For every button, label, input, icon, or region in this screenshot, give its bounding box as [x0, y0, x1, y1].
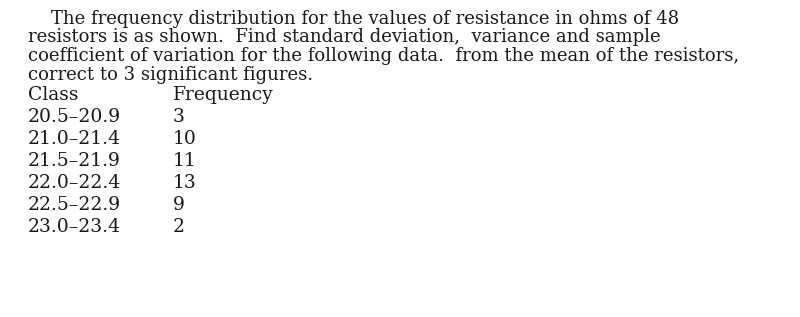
- Text: The frequency distribution for the values of resistance in ohms of 48: The frequency distribution for the value…: [28, 10, 679, 28]
- Text: 22.0–22.4: 22.0–22.4: [28, 174, 122, 192]
- Text: 3: 3: [173, 108, 185, 126]
- Text: 23.0–23.4: 23.0–23.4: [28, 218, 121, 236]
- Text: 9: 9: [173, 196, 185, 214]
- Text: 11: 11: [173, 152, 197, 170]
- Text: resistors is as shown.  Find standard deviation,  variance and sample: resistors is as shown. Find standard dev…: [28, 29, 661, 47]
- Text: Frequency: Frequency: [173, 86, 274, 104]
- Text: 20.5–20.9: 20.5–20.9: [28, 108, 121, 126]
- Text: 2: 2: [173, 218, 185, 236]
- Text: 22.5–22.9: 22.5–22.9: [28, 196, 121, 214]
- Text: 21.0–21.4: 21.0–21.4: [28, 130, 121, 148]
- Text: correct to 3 significant figures.: correct to 3 significant figures.: [28, 66, 313, 83]
- Text: 10: 10: [173, 130, 197, 148]
- Text: 13: 13: [173, 174, 197, 192]
- Text: Class: Class: [28, 86, 78, 104]
- Text: 21.5–21.9: 21.5–21.9: [28, 152, 121, 170]
- Text: coefficient of variation for the following data.  from the mean of the resistors: coefficient of variation for the followi…: [28, 47, 739, 65]
